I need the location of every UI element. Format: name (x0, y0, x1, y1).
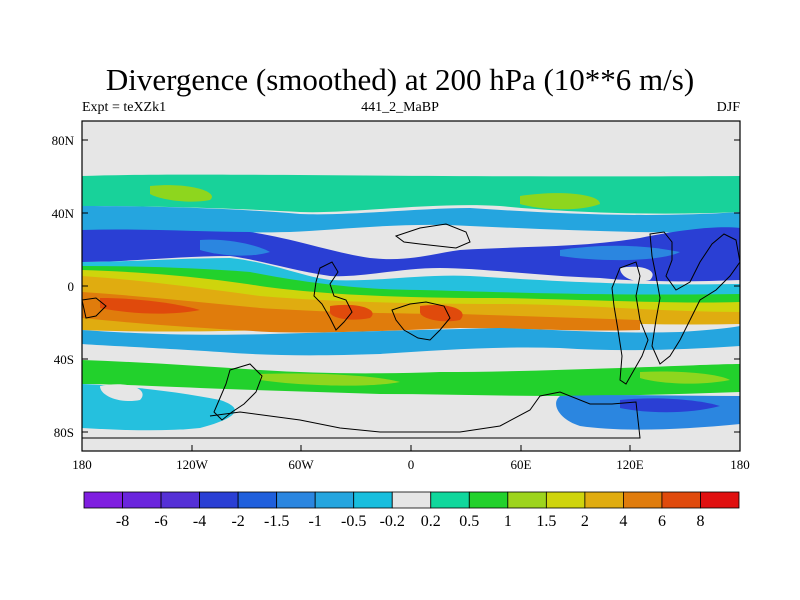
tropical-green-band (82, 266, 740, 307)
colorbar-box (661, 491, 701, 509)
colorbar-box (314, 491, 355, 509)
north-blue-band (82, 227, 740, 282)
south-green-band (82, 360, 740, 396)
colorbar-label: 1 (504, 513, 512, 530)
north-light-blue-patch (200, 239, 270, 256)
divergence-field (82, 121, 740, 451)
axis-ticks (81, 139, 741, 451)
lat-tick-label: 80N (52, 133, 75, 148)
colorbar-label: -1.5 (264, 513, 289, 530)
colorbar-label: -0.5 (341, 513, 366, 530)
colorbar-box (122, 491, 162, 509)
colorbar (83, 491, 740, 509)
colorbar-box (199, 491, 239, 509)
colorbar-label: -0.2 (380, 513, 405, 530)
colorbar-label: -6 (154, 513, 167, 530)
south-light-blue-band (82, 326, 740, 356)
lat-tick-label: 0 (68, 279, 75, 294)
lon-tick-label: 60W (288, 457, 314, 472)
colorbar-label: 6 (658, 513, 666, 530)
north-yellowgreen-patch-2 (520, 193, 600, 210)
lat-tick-label: 80S (54, 425, 74, 440)
lon-tick-label: 60E (511, 457, 532, 472)
lon-tick-label: 180 (72, 457, 92, 472)
colorbar-label: 0.5 (459, 513, 479, 530)
lon-tick-label: 0 (408, 457, 415, 472)
lon-tick-label: 120E (616, 457, 644, 472)
south-deep-blue-patch (620, 398, 720, 413)
tropical-dark-orange-band (82, 292, 640, 333)
colorbar-labels: -8 -6 -4 -2 -1.5 -1 -0.5 -0.2 0.2 0.5 1 1.5 2 4 6 8 (116, 513, 705, 530)
colorbar-label: 1.5 (536, 513, 556, 530)
colorbar-label: 8 (696, 513, 704, 530)
white-gap-2 (620, 266, 653, 282)
south-yellowgreen-patch-2 (640, 371, 730, 384)
colorbar-box (237, 491, 278, 509)
lat-tick-label: 40N (52, 206, 75, 221)
lat-tick-label: 40S (54, 352, 74, 367)
colorbar-label: 0.2 (421, 513, 441, 530)
colorbar-box (353, 491, 393, 509)
north-cyan-band (82, 206, 740, 233)
map-title: Divergence (smoothed) at 200 hPa (10**6 … (105, 62, 695, 97)
south-yellowgreen-patch (260, 373, 400, 386)
colorbar-label: -4 (193, 513, 206, 530)
tropical-red-patch-3 (420, 304, 463, 322)
colorbar-box (545, 491, 586, 509)
colorbar-box (430, 491, 470, 509)
experiment-label: Expt = teXZk1 (82, 100, 167, 115)
north-yellowgreen-patch (150, 185, 212, 202)
colorbar-box (83, 491, 123, 509)
colorbar-box (700, 491, 740, 509)
colorbar-label: -8 (116, 513, 129, 530)
run-label: 441_2_MaBP (361, 100, 439, 115)
season-label: DJF (716, 100, 740, 115)
colorbar-box (623, 491, 663, 509)
north-light-blue-patch-2 (560, 245, 680, 261)
coastlines (82, 223, 740, 439)
lon-tick-label: 180 (730, 457, 750, 472)
tropical-red-patch (100, 298, 200, 314)
colorbar-label: -1 (309, 513, 322, 530)
colorbar-label: -2 (231, 513, 244, 530)
colorbar-box (391, 491, 432, 509)
colorbar-label: 2 (581, 513, 589, 530)
colorbar-box (160, 491, 200, 509)
colorbar-label: 4 (619, 513, 627, 530)
white-gap (100, 384, 143, 402)
lon-tick-label: 120W (176, 457, 209, 472)
colorbar-box (468, 491, 509, 509)
colorbar-box (276, 491, 316, 509)
colorbar-box (507, 491, 547, 509)
colorbar-box (584, 491, 624, 509)
